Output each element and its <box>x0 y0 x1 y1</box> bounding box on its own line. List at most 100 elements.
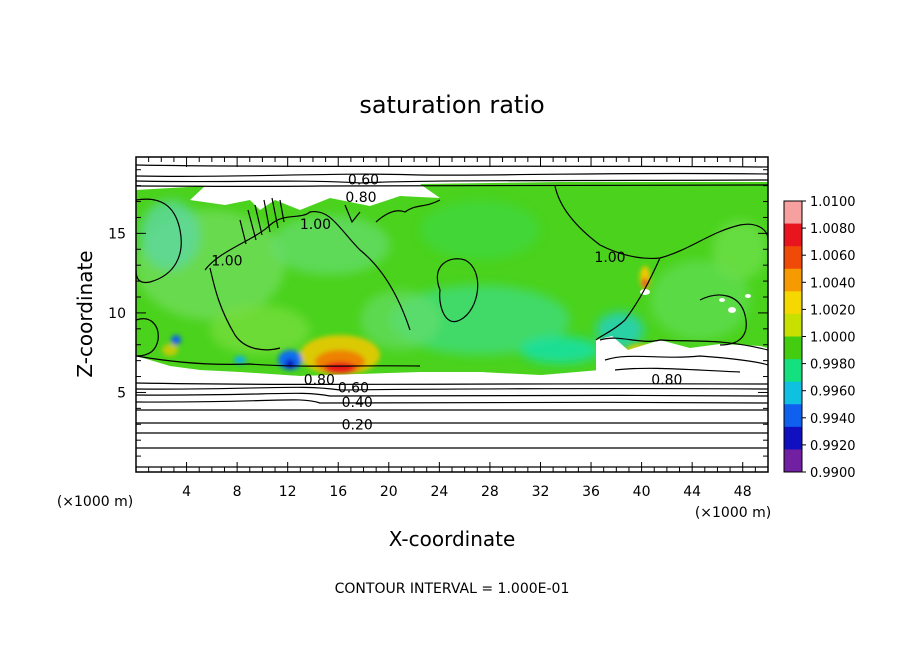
warm-anomaly <box>324 362 356 374</box>
colorbar-tick-label: 0.9960 <box>810 385 856 400</box>
chart-title: saturation ratio <box>359 91 544 119</box>
x-tick-label: 20 <box>380 484 398 500</box>
contour-line <box>136 164 768 168</box>
y-axis: 5 10 15 <box>108 169 768 457</box>
x-axis-label: X-coordinate <box>389 527 516 551</box>
contour-line <box>599 337 768 351</box>
colorbar-swatch <box>784 313 802 337</box>
contour-line <box>136 386 768 391</box>
colorbar-swatch <box>784 426 802 450</box>
x-tick-label: 24 <box>430 484 448 500</box>
void-spot <box>728 307 736 313</box>
contour-lines <box>136 164 768 469</box>
z-unit-label: (×1000 m) <box>57 494 133 510</box>
contour-line <box>136 409 768 411</box>
y-axis-label: Z-coordinate <box>73 250 97 377</box>
contour-line <box>595 257 661 341</box>
contour-label: 0.80 <box>345 190 376 206</box>
field-patch <box>420 200 540 260</box>
contour-label: 0.80 <box>651 373 682 389</box>
x-tick-label: 16 <box>329 484 347 500</box>
contour-labels: 0.600.801.001.00 1.000.80 0.600.400.200.80 <box>211 172 682 433</box>
x-tick-label: 28 <box>481 484 499 500</box>
warm-anomaly <box>162 344 178 356</box>
contour-line <box>136 179 768 184</box>
contour-line <box>209 267 281 351</box>
colorbar-swatch <box>784 336 802 360</box>
contour-line <box>554 185 768 260</box>
contour-line <box>375 199 441 223</box>
contour-line <box>604 355 768 366</box>
contour-line <box>344 204 361 224</box>
colorbar-swatch <box>784 404 802 428</box>
colorbar-swatch <box>784 246 802 270</box>
colorbar-tick-label: 1.0020 <box>810 303 856 318</box>
field-patch <box>140 200 200 270</box>
contour-line <box>136 392 768 397</box>
colorbar-tick-label: 0.9980 <box>810 358 856 373</box>
colorbar: 1.0100 1.0080 1.0060 1.0040 1.0020 1.0000 0.99… <box>783 195 856 481</box>
colorbar-tick-label: 1.0100 <box>810 195 856 210</box>
colorbar-tick-label: 1.0040 <box>810 276 856 291</box>
x-tick-label: 44 <box>683 484 701 500</box>
field-patch <box>712 220 768 280</box>
contour-line <box>239 197 285 245</box>
x-tick-label: 36 <box>582 484 600 500</box>
warm-anomaly <box>642 278 648 288</box>
x-unit-label: (×1000 m) <box>695 505 771 521</box>
field-patch <box>270 215 390 275</box>
x-tick-label: 4 <box>182 484 191 500</box>
x-tick-label: 40 <box>633 484 651 500</box>
colorbar-tick-label: 0.9900 <box>810 466 856 481</box>
colorbar-swatch <box>784 359 802 383</box>
colorbar-swatch <box>784 381 802 405</box>
upper-void <box>136 184 440 210</box>
saturation-field <box>136 182 768 384</box>
field-patch <box>360 290 440 350</box>
contour-line <box>136 382 768 385</box>
contour-label: 1.00 <box>300 217 331 233</box>
colorbar-swatch <box>784 449 802 473</box>
colorbar-tick-label: 1.0060 <box>810 249 856 264</box>
contour-line <box>136 184 768 188</box>
y-tick-label: 10 <box>108 306 126 322</box>
colorbar-tick-label: 1.0000 <box>810 331 856 346</box>
y-tick-label: 5 <box>117 385 126 401</box>
colorbar-swatch <box>784 291 802 315</box>
y-tick-label: 15 <box>108 226 126 242</box>
void-spot <box>719 298 725 302</box>
contour-label: 0.60 <box>338 381 369 397</box>
contour-line <box>436 258 479 323</box>
x-tick-label: 12 <box>279 484 297 500</box>
contour-interval-note: CONTOUR INTERVAL = 1.000E-01 <box>335 581 570 597</box>
x-tick-label: 8 <box>233 484 242 500</box>
field-patch <box>210 305 310 355</box>
void-spot <box>745 294 751 298</box>
contour-label: 1.00 <box>594 250 625 266</box>
colorbar-swatch <box>784 201 802 225</box>
x-axis: 4 8 12 16 20 24 28 32 36 40 44 48 <box>148 157 756 500</box>
x-tick-label: 48 <box>734 484 752 500</box>
x-tick-label: 32 <box>532 484 550 500</box>
contour-line <box>136 399 768 404</box>
contour-line <box>204 210 411 331</box>
contour-line <box>136 172 768 178</box>
cool-anomaly <box>234 356 246 364</box>
contour-line <box>136 318 159 357</box>
field-patch <box>390 285 570 355</box>
colorbar-swatch <box>784 268 802 292</box>
contour-line <box>614 367 741 373</box>
colorbar-tick-label: 0.9940 <box>810 412 856 427</box>
contour-label: 0.40 <box>342 395 373 411</box>
contour-label: 0.60 <box>348 172 379 188</box>
colorbar-tick-label: 1.0080 <box>810 222 856 237</box>
cool-anomaly <box>285 359 295 369</box>
contour-line <box>136 355 421 367</box>
contour-label: 0.80 <box>304 373 335 389</box>
cool-anomaly <box>171 335 181 345</box>
colorbar-tick-label: 0.9920 <box>810 439 856 454</box>
contour-line <box>699 294 747 346</box>
field-patch <box>520 336 600 364</box>
contour-label: 0.20 <box>342 417 373 433</box>
